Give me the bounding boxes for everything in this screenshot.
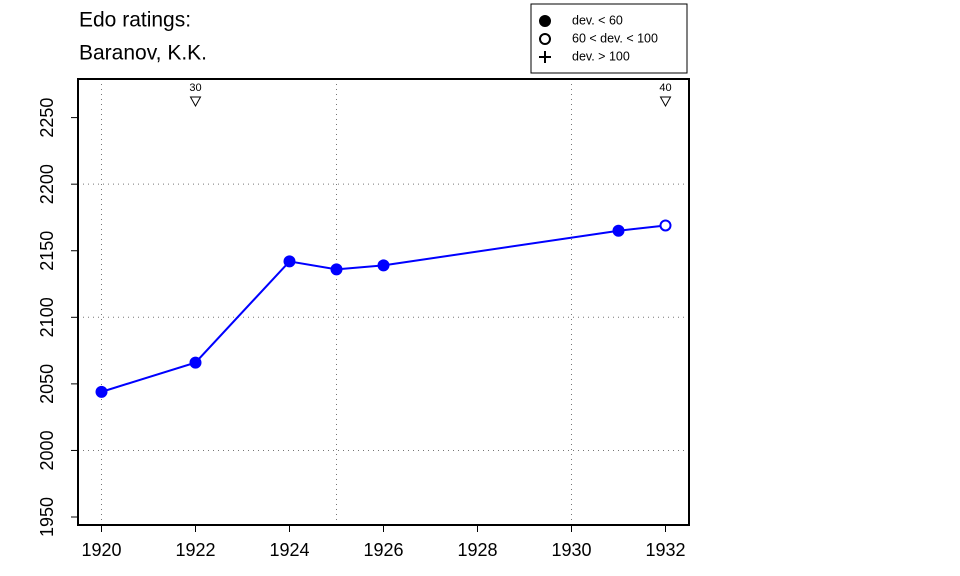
x-tick-label: 1932 [645, 540, 685, 560]
legend-marker [539, 51, 551, 63]
legend-box [530, 3, 688, 74]
point [283, 255, 296, 268]
y-tick-label: 2150 [37, 231, 57, 271]
x-tick-label: 1920 [81, 540, 121, 560]
y-tick-label: 2250 [37, 98, 57, 138]
y-tick-label: 2200 [37, 164, 57, 204]
legend-marker [539, 33, 551, 45]
chart-subtitle: Baranov, K.K. [79, 42, 207, 65]
point [330, 263, 343, 276]
point [95, 385, 108, 398]
annotation-marker [659, 96, 672, 108]
x-tick-label: 1922 [175, 540, 215, 560]
x-tick-label: 1930 [551, 540, 591, 560]
annotation-marker [189, 96, 202, 108]
point [189, 356, 202, 369]
line [101, 224, 666, 393]
x-tick-label: 1926 [363, 540, 403, 560]
legend-label: dev. > 100 [572, 49, 630, 63]
annotation-label: 30 [189, 82, 201, 94]
annotation-label: 40 [659, 82, 671, 94]
x-tick-label: 1928 [457, 540, 497, 560]
chart-title: Edo ratings: [79, 9, 191, 32]
y-tick-label: 1950 [37, 497, 57, 537]
point [659, 219, 672, 232]
point [612, 224, 625, 237]
y-tick-label: 2100 [37, 297, 57, 337]
y-tick-label: 2050 [37, 364, 57, 404]
plot-frame [77, 78, 690, 526]
legend-label: 60 < dev. < 100 [572, 31, 658, 45]
y-tick-label: 2000 [37, 430, 57, 470]
legend-label: dev. < 60 [572, 13, 623, 27]
legend-marker [539, 15, 551, 27]
point [377, 259, 390, 272]
x-tick-label: 1924 [269, 540, 309, 560]
